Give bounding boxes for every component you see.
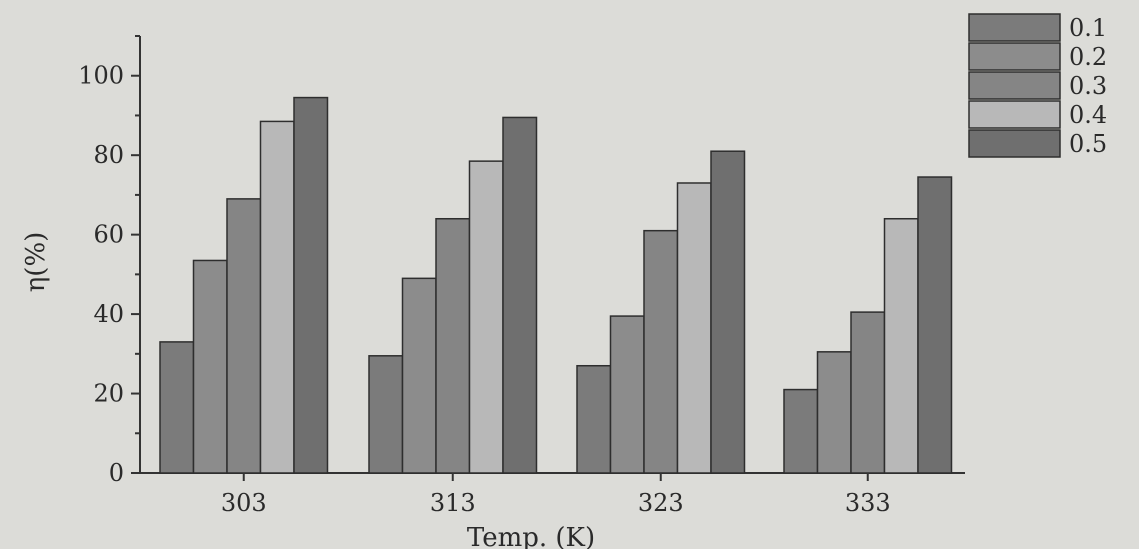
bar-323-0.1 [576,364,612,474]
legend-swatch-0.4 [968,100,1061,129]
legend-label-0.1: 0.1 [1069,14,1107,42]
legend-swatch-0.2 [968,42,1061,71]
bar-303-0.4 [259,120,295,474]
y-tick-label: 100 [78,62,124,90]
legend-label-0.2: 0.2 [1069,43,1107,71]
x-axis-title: Temp. (K) [467,523,595,549]
y-tick-label: 0 [109,459,124,487]
x-tick-label: 313 [430,489,476,517]
legend-label-0.4: 0.4 [1069,101,1107,129]
bar-323-0.2 [609,315,645,474]
x-tick-label: 323 [638,489,684,517]
legend-swatch-0.3 [968,71,1061,100]
bar-333-0.5 [917,176,953,474]
x-tick-label: 303 [221,489,267,517]
y-tick-label: 40 [93,300,124,328]
bar-323-0.3 [643,229,679,474]
bar-303-0.2 [192,259,228,474]
bar-313-0.1 [368,355,404,474]
bar-333-0.3 [850,311,886,474]
legend-label-0.3: 0.3 [1069,72,1107,100]
bar-333-0.4 [883,217,919,474]
bar-333-0.1 [783,388,819,474]
bar-303-0.3 [226,198,262,474]
bar-313-0.3 [435,217,471,474]
y-tick-label: 80 [93,141,124,169]
legend-swatch-0.1 [968,13,1061,42]
legend: 0.10.20.30.40.5 [968,13,1107,158]
y-tick-label: 60 [93,221,124,249]
y-axis-title: η(%) [21,232,51,293]
x-tick-label: 333 [845,489,891,517]
legend-swatch-0.5 [968,129,1061,158]
bar-313-0.4 [468,160,504,474]
bar-323-0.5 [710,150,746,474]
bar-313-0.5 [502,116,538,474]
bar-303-0.1 [159,341,195,474]
ticks: 0 20 40 60 80 100 303 313 323 333 [78,35,891,517]
bars [159,96,953,474]
bar-333-0.2 [816,351,852,474]
y-tick-label: 20 [93,380,124,408]
bar-323-0.4 [676,182,712,474]
bar-303-0.5 [293,96,329,474]
bar-313-0.2 [401,277,437,474]
legend-label-0.5: 0.5 [1069,130,1107,158]
